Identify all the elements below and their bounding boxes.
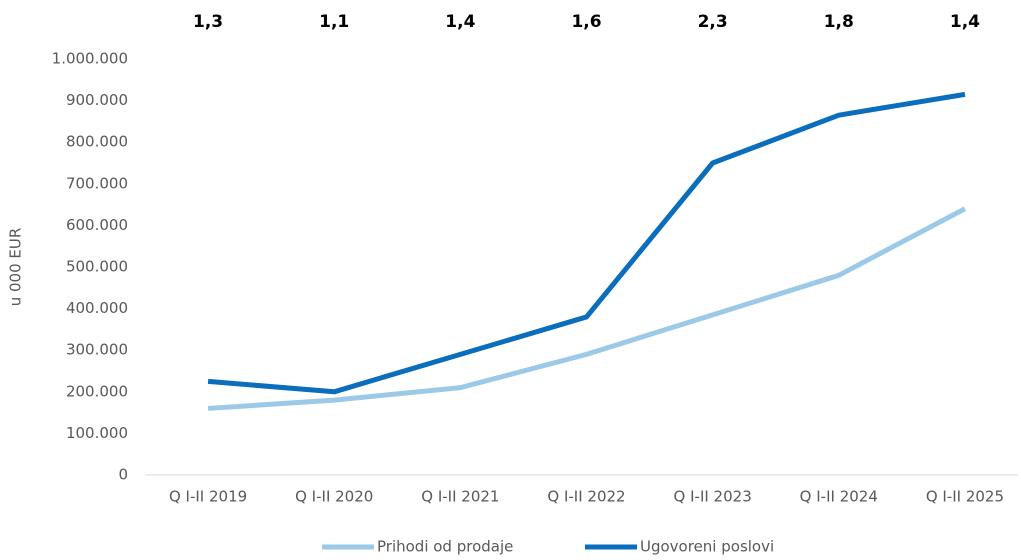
- y-tick-label: 800.000: [66, 133, 128, 151]
- series-line: [207, 206, 967, 411]
- x-tick-label: Q I-II 2019: [169, 488, 247, 506]
- ratio-annotation: 1,1: [319, 12, 349, 32]
- y-tick-label: 300.000: [66, 341, 128, 359]
- x-tick-label: Q I-II 2023: [674, 488, 752, 506]
- y-axis-label: u 000 EUR: [7, 228, 25, 307]
- ratio-annotation: 2,3: [698, 12, 728, 32]
- y-tick-label: 100.000: [66, 424, 128, 442]
- y-tick-label: 0: [118, 466, 128, 484]
- y-tick-label: 700.000: [66, 174, 128, 192]
- y-tick-label: 600.000: [66, 216, 128, 234]
- ratio-annotation: 1,4: [950, 12, 980, 32]
- y-tick-label: 500.000: [66, 258, 128, 276]
- ratio-annotation: 1,6: [571, 12, 601, 32]
- series-line: [207, 91, 966, 395]
- y-tick-label: 400.000: [66, 299, 128, 317]
- y-tick-label: 900.000: [66, 91, 128, 109]
- x-tick-label: Q I-II 2020: [295, 488, 373, 506]
- x-tick-label: Q I-II 2024: [800, 488, 878, 506]
- ratio-annotation: 1,3: [193, 12, 223, 32]
- y-tick-label: 1.000.000: [52, 50, 128, 68]
- ratio-annotation: 1,8: [824, 12, 854, 32]
- x-tick-label: Q I-II 2021: [421, 488, 499, 506]
- y-tick-label: 200.000: [66, 382, 128, 400]
- x-tick-label: Q I-II 2025: [926, 488, 1004, 506]
- ratio-annotation: 1,4: [445, 12, 475, 32]
- legend-label: Ugovoreni poslovi: [640, 538, 774, 556]
- x-tick-label: Q I-II 2022: [547, 488, 625, 506]
- legend-label: Prihodi od prodaje: [377, 538, 513, 556]
